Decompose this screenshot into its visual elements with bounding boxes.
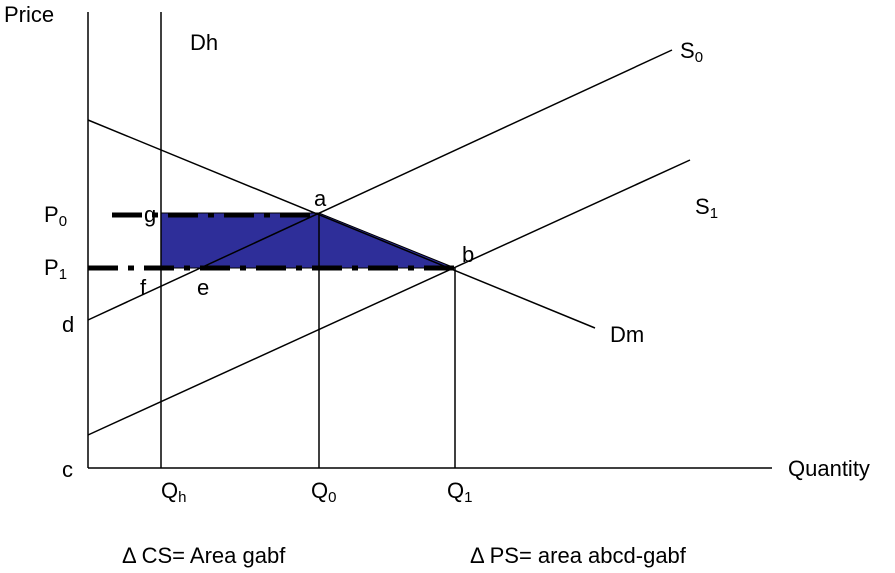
dh-label: Dh xyxy=(190,30,218,55)
point-a-label: a xyxy=(314,186,327,211)
p0-label: P0 xyxy=(44,202,67,230)
x-axis-label: Quantity xyxy=(788,456,870,481)
qh-label: Qh xyxy=(161,478,186,506)
s0-curve xyxy=(87,49,673,321)
q0-label: Q0 xyxy=(311,478,336,506)
ps-caption: Δ PS= area abcd-gabf xyxy=(470,543,687,568)
cs-caption: Δ CS= Area gabf xyxy=(122,543,286,568)
p1-label: P1 xyxy=(44,255,67,283)
dm-label: Dm xyxy=(610,322,644,347)
point-f-label: f xyxy=(140,275,147,300)
point-g-label: g xyxy=(144,202,156,227)
dm-curve xyxy=(87,119,596,329)
c-label: c xyxy=(62,457,73,482)
s0-label: S0 xyxy=(680,38,703,66)
shaded-area-gabf xyxy=(160,212,456,269)
s1-curve xyxy=(87,159,691,436)
s1-label: S1 xyxy=(695,194,718,222)
point-b-label: b xyxy=(462,242,474,267)
q1-label: Q1 xyxy=(447,478,472,506)
point-e-label: e xyxy=(197,275,209,300)
d-label: d xyxy=(62,312,74,337)
y-axis-label: Price xyxy=(4,2,54,27)
